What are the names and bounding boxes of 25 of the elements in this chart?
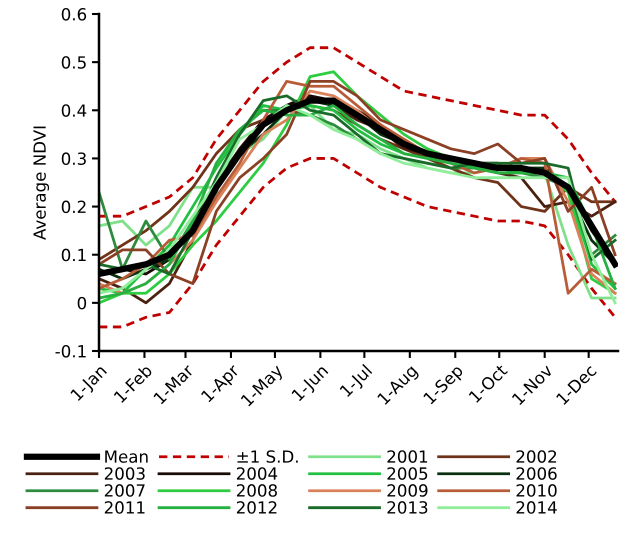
y-tick-label: 0.4 [62,104,86,117]
legend-label: 2013 [387,501,428,514]
legend-label: 2001 [387,450,428,463]
legend-label: Mean [105,450,148,463]
y-tick-label: 0.2 [62,200,86,214]
legend-label: ±1 S.D. [237,450,298,463]
legend-label: 2006 [516,467,557,480]
y-tick-label: 0.1 [62,248,86,262]
y-tick-label: 0.5 [62,56,86,69]
y-tick-label: 0.3 [62,152,86,165]
legend-label: 2012 [236,501,276,514]
legend-label: 2005 [387,467,428,480]
y-tick-label: -0.1 [55,344,86,358]
legend-label: 2009 [387,484,428,497]
legend-label: 2002 [516,450,556,463]
legend-label: 2003 [104,467,145,480]
legend-label: 2011 [104,501,144,514]
legend-label: 2010 [516,484,557,497]
legend-label: 2004 [236,467,278,480]
y-axis-title: Average NDVI [34,126,50,240]
y-tick-label: 0 [78,296,86,310]
legend-label: 2008 [236,484,277,497]
y-tick-label: 0.6 [62,8,86,21]
legend-label: 2007 [104,484,145,497]
legend-label: 2014 [516,501,557,514]
